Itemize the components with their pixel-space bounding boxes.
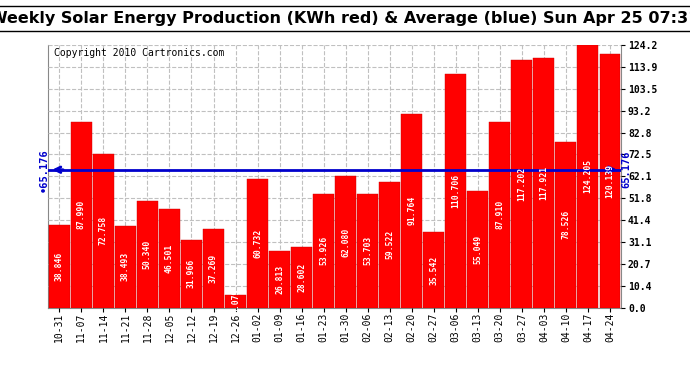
- Bar: [533, 58, 554, 308]
- Text: 78.526: 78.526: [562, 210, 571, 239]
- Text: Weekly Solar Energy Production (KWh red) & Average (blue) Sun Apr 25 07:31: Weekly Solar Energy Production (KWh red)…: [0, 11, 690, 26]
- Text: 55.049: 55.049: [473, 235, 482, 264]
- Bar: [402, 114, 422, 308]
- Text: 26.813: 26.813: [275, 264, 284, 294]
- Text: 46.501: 46.501: [165, 244, 174, 273]
- Bar: [600, 54, 620, 307]
- Bar: [578, 45, 598, 308]
- Text: 50.340: 50.340: [143, 240, 152, 269]
- Text: 28.602: 28.602: [297, 262, 306, 292]
- Text: •65.176: •65.176: [39, 148, 48, 192]
- Bar: [137, 201, 158, 308]
- Bar: [181, 240, 202, 308]
- Text: 120.139: 120.139: [606, 164, 615, 198]
- Bar: [71, 122, 92, 308]
- Bar: [357, 194, 378, 308]
- Bar: [489, 122, 511, 308]
- Bar: [159, 209, 180, 308]
- Bar: [225, 295, 246, 307]
- Bar: [380, 182, 400, 308]
- Text: 117.202: 117.202: [518, 166, 526, 201]
- Text: 53.926: 53.926: [319, 236, 328, 265]
- Text: 6.079: 6.079: [231, 289, 240, 313]
- Bar: [313, 194, 334, 308]
- Text: 87.910: 87.910: [495, 200, 504, 229]
- Text: Copyright 2010 Cartronics.com: Copyright 2010 Cartronics.com: [54, 48, 224, 58]
- Text: 31.966: 31.966: [187, 259, 196, 288]
- Bar: [291, 247, 312, 308]
- Bar: [203, 229, 224, 308]
- Bar: [115, 226, 136, 308]
- Text: 38.846: 38.846: [55, 252, 63, 281]
- Bar: [247, 179, 268, 308]
- Bar: [269, 251, 290, 308]
- Text: 60.732: 60.732: [253, 229, 262, 258]
- Text: 91.764: 91.764: [407, 196, 416, 225]
- Text: 35.542: 35.542: [429, 255, 438, 285]
- Text: 37.269: 37.269: [209, 254, 218, 283]
- Text: 38.493: 38.493: [121, 252, 130, 282]
- Bar: [467, 191, 489, 308]
- Bar: [93, 154, 114, 308]
- Text: 65.176: 65.176: [621, 151, 631, 189]
- Bar: [423, 232, 444, 308]
- Text: 87.990: 87.990: [77, 200, 86, 229]
- Text: 72.758: 72.758: [99, 216, 108, 245]
- Bar: [555, 141, 576, 308]
- Text: 59.522: 59.522: [385, 230, 394, 259]
- Bar: [335, 176, 356, 308]
- Text: 110.706: 110.706: [451, 174, 460, 208]
- Bar: [49, 225, 70, 308]
- Bar: [445, 74, 466, 308]
- Text: 117.921: 117.921: [540, 166, 549, 200]
- Bar: [511, 60, 533, 308]
- Text: 53.703: 53.703: [363, 236, 372, 266]
- Text: 124.205: 124.205: [584, 159, 593, 193]
- Text: 62.080: 62.080: [341, 227, 350, 256]
